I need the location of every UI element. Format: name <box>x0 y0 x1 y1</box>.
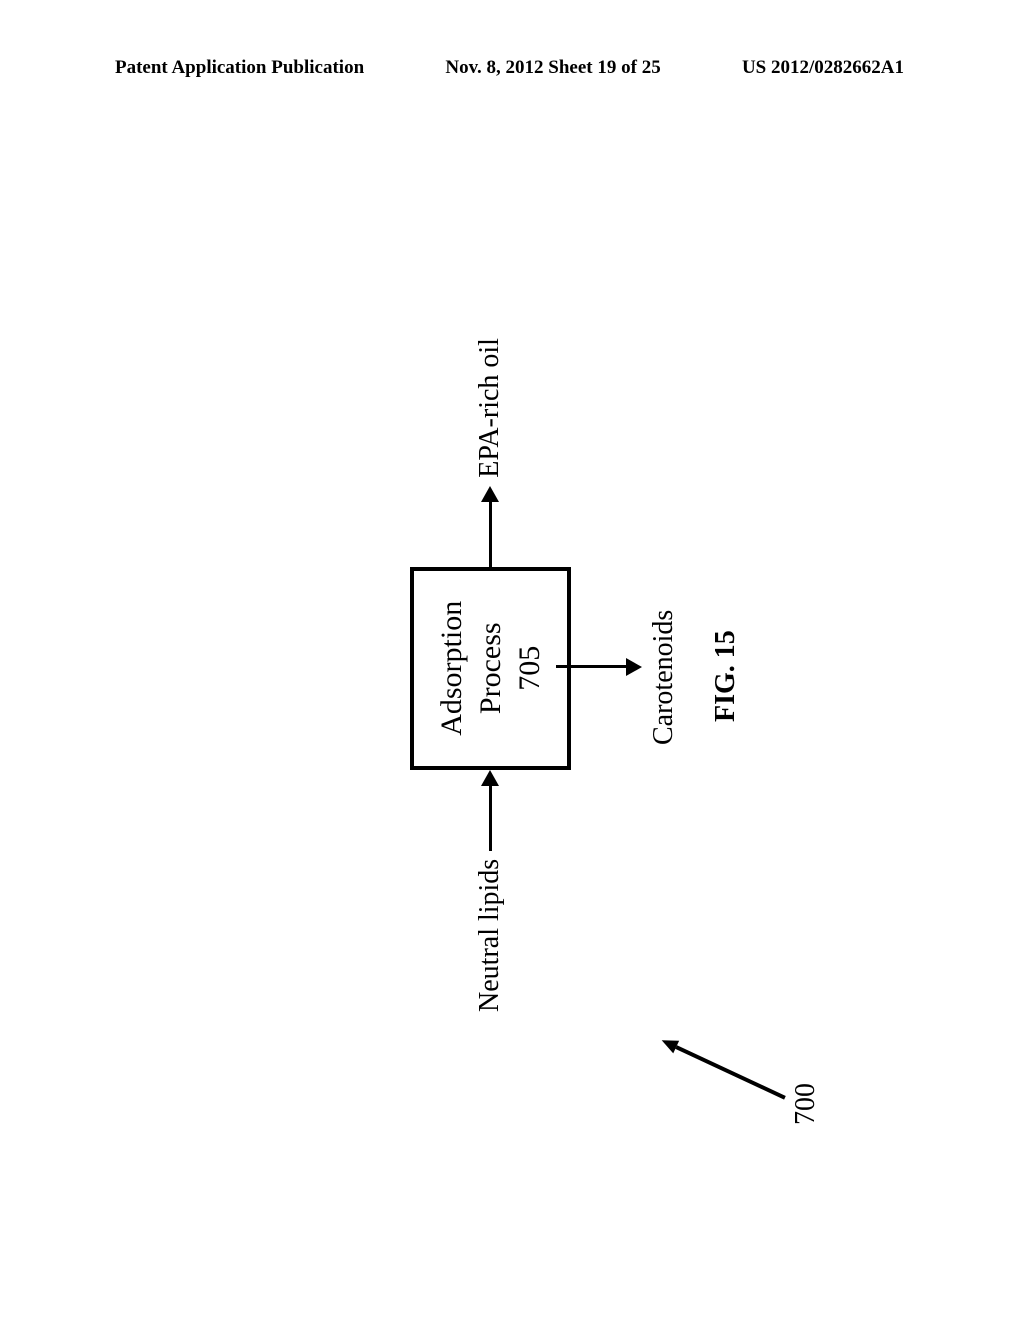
bottom-arrow <box>556 658 642 676</box>
arrow-line <box>489 502 492 567</box>
output-right-label: EPA-rich oil <box>474 338 506 478</box>
process-number: 705 <box>510 601 549 736</box>
header-right-text: US 2012/0282662A1 <box>742 57 904 79</box>
header-center-text: Nov. 8, 2012 Sheet 19 of 25 <box>445 57 660 79</box>
figure-label: FIG. 15 <box>710 630 742 722</box>
input-arrow <box>481 770 499 851</box>
output-arrow <box>481 486 499 567</box>
input-label: Neutral lipids <box>474 859 506 1012</box>
arrow-head-icon <box>626 658 642 676</box>
arrow-line <box>489 786 492 851</box>
arrow-head-icon <box>481 770 499 786</box>
arrow-head-icon <box>481 486 499 502</box>
reference-number: 700 <box>790 1083 822 1125</box>
arrow-line <box>675 1045 785 1099</box>
output-bottom-label: Carotenoids <box>648 610 680 745</box>
header-left-text: Patent Application Publication <box>115 57 364 79</box>
process-box: Adsorption Process 705 <box>410 567 571 770</box>
page-header: Patent Application Publication Nov. 8, 2… <box>0 57 1024 79</box>
reference-arrow <box>661 1034 788 1100</box>
process-line-1: Adsorption <box>432 601 471 736</box>
process-line-2: Process <box>471 601 510 736</box>
arrow-line <box>556 666 626 669</box>
arrow-head-icon <box>659 1034 679 1053</box>
diagram-container: Neutral lipids Adsorption Process 705 EP… <box>120 150 880 1200</box>
rotated-diagram: Neutral lipids Adsorption Process 705 EP… <box>120 150 880 1200</box>
